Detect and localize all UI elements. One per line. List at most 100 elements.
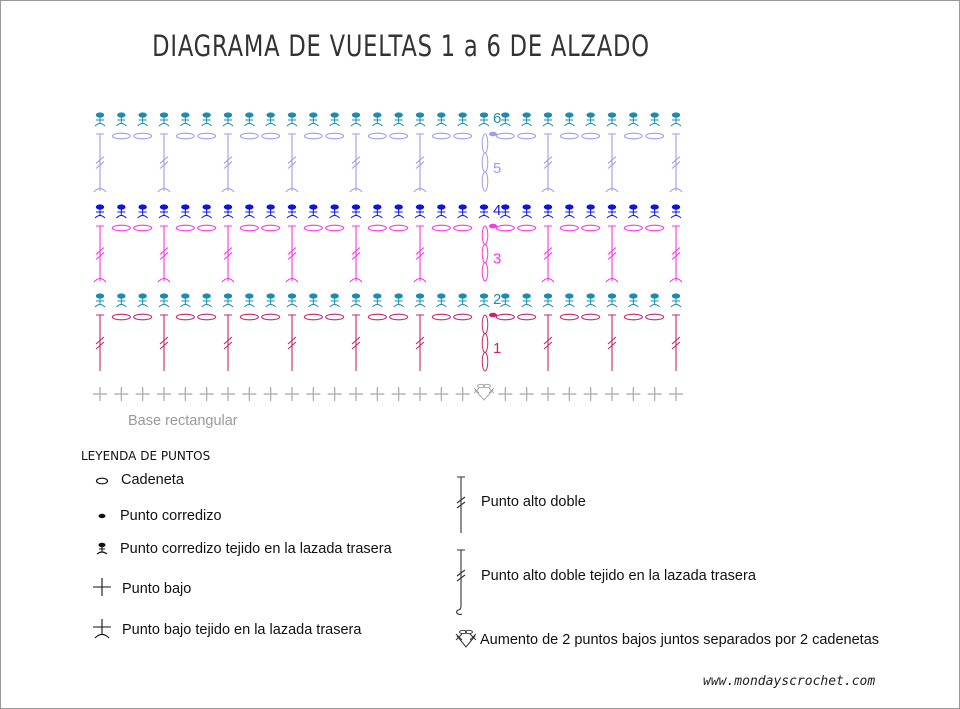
back-loop-mark — [286, 117, 298, 127]
chain-stitch — [303, 313, 323, 321]
back-loop-mark — [179, 298, 191, 308]
legend-label-increase: Aumento de 2 puntos bajos juntos separad… — [480, 632, 880, 648]
slip-stitch-back-loop — [670, 112, 682, 127]
slip-dot — [223, 293, 233, 299]
single-crochet-stitch — [306, 387, 321, 401]
slip-dot — [181, 293, 190, 299]
back-loop-mark — [649, 117, 661, 127]
chain-stitch — [559, 132, 579, 140]
chain-stitch — [133, 132, 153, 140]
slip-stitch-back-loop — [307, 112, 319, 127]
slip-dot — [458, 112, 467, 118]
double-crochet-stitch — [543, 314, 553, 371]
slip-dot — [138, 204, 147, 210]
slip-stitch-back-loop — [115, 204, 127, 219]
slip-dot — [373, 204, 382, 210]
slip-stitch-back-loop — [137, 293, 149, 308]
slip-stitch-back-loop — [222, 293, 234, 308]
back-loop-mark — [115, 298, 127, 308]
back-loop-mark — [179, 117, 191, 127]
back-loop-mark — [457, 298, 469, 308]
back-loop-mark — [585, 298, 597, 308]
chain-stitch — [431, 224, 451, 232]
back-loop-mark — [94, 117, 106, 127]
back-loop-mark — [563, 209, 575, 219]
slip-dot — [245, 293, 254, 299]
slip-dot — [607, 112, 617, 118]
chain-stitch — [495, 313, 515, 321]
back-loop-mark — [158, 209, 170, 219]
slip-dot — [159, 112, 169, 118]
diagram-title: DIAGRAMA DE VUELTAS 1 a 6 DE ALZADO — [152, 29, 650, 63]
back-loop-mark — [457, 209, 469, 219]
slip-dot — [415, 293, 425, 299]
slip-dot — [159, 293, 169, 299]
chain-stitch — [581, 224, 601, 232]
chain-stitch — [431, 313, 451, 321]
single-crochet-stitch — [199, 387, 214, 401]
back-loop-mark — [563, 117, 575, 127]
single-crochet-stitch — [541, 387, 555, 401]
chain-stitch — [581, 313, 601, 321]
double-crochet-stitch — [541, 225, 555, 283]
slip-dot — [266, 293, 275, 299]
slip-stitch-back-loop — [201, 112, 213, 127]
single-crochet-stitch — [605, 387, 619, 401]
slip-dot — [522, 204, 531, 210]
single-crochet-stitch — [349, 387, 363, 401]
back-loop-mark — [606, 117, 618, 127]
chain-stitch — [325, 132, 345, 140]
slip-dot — [287, 112, 297, 118]
chain-stitch — [133, 224, 153, 232]
back-loop-mark — [201, 209, 213, 219]
back-loop-mark — [371, 298, 383, 308]
base-row-label: Base rectangular — [128, 413, 238, 429]
turning-chain — [481, 225, 489, 282]
slip-stitch-back-loop — [265, 204, 277, 219]
row-number-3: 3 — [493, 250, 501, 267]
slip-stitch-back-loop — [457, 293, 469, 308]
chain-stitch — [645, 132, 665, 140]
double-crochet-stitch — [93, 133, 107, 193]
slip-dot — [309, 112, 318, 118]
slip-stitch-back-loop — [329, 293, 341, 308]
slip-dot — [95, 204, 105, 210]
slip-stitch-back-loop — [243, 112, 255, 127]
single-crochet-stitch — [455, 387, 470, 401]
chain-stitch — [197, 224, 217, 232]
slip-dot — [607, 204, 617, 210]
slip-stitch-back-loop — [414, 293, 426, 308]
website-link[interactable]: www.mondayscrochet.com — [703, 674, 876, 689]
back-loop-mark — [435, 209, 447, 219]
back-loop-mark — [179, 209, 191, 219]
double-crochet-stitch — [541, 133, 555, 193]
single-crochet-stitch — [157, 387, 171, 401]
row-6: 6 — [94, 110, 682, 127]
slip-stitch-back-loop — [606, 293, 618, 308]
slip-dot — [138, 293, 147, 299]
double-crochet-stitch — [413, 225, 427, 283]
chain-stitch — [645, 224, 665, 232]
slip-stitch-back-loop — [115, 112, 127, 127]
slip-dot — [543, 204, 553, 210]
back-loop-mark — [627, 209, 639, 219]
back-loop-mark — [563, 298, 575, 308]
single-crochet-stitch — [583, 387, 598, 401]
slip-stitch-back-loop — [627, 204, 639, 219]
increase-mark — [473, 387, 495, 401]
slip-dot — [565, 112, 574, 118]
chain-stitch — [303, 132, 323, 140]
legend-label-slip-stitch: Punto corredizo — [120, 508, 222, 524]
slip-stitch-back-loop — [201, 293, 213, 308]
slip-dot — [266, 204, 275, 210]
chain-stitch — [239, 224, 259, 232]
double-crochet-back-loop-icon — [455, 549, 466, 616]
chain-stitch — [581, 132, 601, 140]
chain-stitch — [495, 224, 515, 232]
slip-stitch-back-loop — [542, 204, 554, 219]
back-loop-mark — [243, 298, 255, 308]
back-loop-mark — [329, 117, 341, 127]
row-number-1: 1 — [493, 340, 501, 357]
slip-dot — [245, 204, 254, 210]
